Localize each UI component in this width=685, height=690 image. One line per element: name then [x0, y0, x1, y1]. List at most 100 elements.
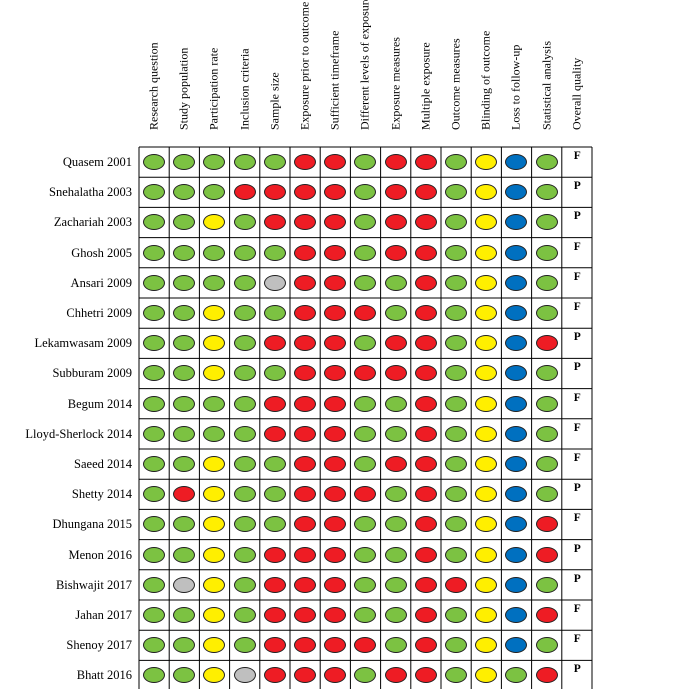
- rating-cell: [260, 328, 290, 358]
- rating-dot: [505, 274, 528, 291]
- rating-cell: [471, 479, 501, 509]
- rating-cell: [381, 570, 411, 600]
- rating-dot: [233, 214, 256, 231]
- rating-dot: [384, 365, 407, 382]
- rating-dot: [414, 395, 437, 412]
- rating-dot: [414, 456, 437, 472]
- rating-cell: [199, 207, 229, 237]
- rating-cell: [169, 570, 199, 600]
- rating-cell: [471, 358, 501, 388]
- rating-dot: [445, 516, 467, 533]
- rating-dot: [384, 637, 407, 654]
- rating-dot: [173, 305, 196, 321]
- rating-dot: [203, 184, 226, 201]
- rating-dot: [414, 637, 437, 654]
- rating-dot: [324, 365, 347, 382]
- rating-dot: [173, 335, 196, 352]
- rating-dot: [263, 546, 286, 563]
- rating-dot: [263, 154, 286, 170]
- rating-cell: [532, 268, 562, 298]
- overall-quality-rating: F: [573, 391, 581, 404]
- rating-dot: [505, 456, 528, 472]
- overall-quality-rating: P: [573, 331, 581, 344]
- rating-dot: [354, 395, 377, 412]
- rating-cell: [411, 147, 441, 177]
- rating-dot: [233, 365, 256, 382]
- rating-cell: [350, 298, 380, 328]
- rating-dot: [173, 667, 196, 684]
- overall-quality-rating: F: [573, 301, 581, 313]
- rating-dot: [475, 546, 498, 563]
- rating-cell: [350, 358, 380, 388]
- rating-dot: [263, 184, 286, 201]
- rating-dot: [475, 395, 498, 412]
- rating-dot: [354, 274, 377, 291]
- rating-dot: [384, 516, 407, 533]
- column-header: Different levels of exposure: [350, 0, 380, 145]
- overall-quality-rating: P: [573, 542, 581, 555]
- rating-dot: [143, 607, 165, 623]
- rating-dot: [324, 425, 347, 442]
- rating-dot: [203, 546, 226, 563]
- rating-cell: [381, 298, 411, 328]
- rating-dot: [233, 637, 256, 654]
- rating-dot: [294, 395, 316, 412]
- rating-cell: [441, 449, 471, 479]
- rating-cell: [532, 509, 562, 539]
- study-label: Begum 2014: [67, 396, 132, 411]
- rating-cell: [320, 509, 350, 539]
- rating-cell: [320, 328, 350, 358]
- rating-dot: [294, 425, 316, 442]
- rating-cell: [169, 600, 199, 630]
- rating-dot: [173, 546, 196, 563]
- rating-cell: [441, 147, 471, 177]
- rating-dot: [143, 365, 165, 382]
- column-header-label: Study population: [176, 47, 191, 130]
- rating-cell: [199, 600, 229, 630]
- rating-cell: [381, 479, 411, 509]
- rating-dot: [263, 365, 286, 382]
- column-header-label: Inclusion criteria: [237, 48, 252, 130]
- rating-cell: [381, 509, 411, 539]
- rating-dot: [505, 184, 528, 201]
- rating-dot: [143, 274, 165, 291]
- rating-cell: [290, 268, 320, 298]
- rating-cell: [230, 449, 260, 479]
- rating-dot: [294, 154, 316, 170]
- overall-quality-rating: F: [573, 421, 581, 434]
- rating-cell: [411, 660, 441, 690]
- rating-dot: [445, 667, 467, 684]
- rating-cell: [381, 630, 411, 660]
- rating-dot: [445, 274, 467, 291]
- rating-dot: [173, 456, 196, 472]
- rating-dot: [324, 184, 347, 201]
- rating-dot: [324, 576, 347, 593]
- rating-dot: [505, 486, 528, 503]
- rating-dot: [354, 486, 377, 503]
- rating-cell: [290, 570, 320, 600]
- rating-cell: [471, 328, 501, 358]
- rating-cell: [471, 268, 501, 298]
- column-header-label: Research question: [146, 42, 161, 130]
- rating-cell: [350, 540, 380, 570]
- rating-dot: [203, 335, 226, 352]
- rating-cell: [260, 570, 290, 600]
- rating-cell: [320, 358, 350, 388]
- rating-dot: [324, 244, 347, 261]
- rating-cell: [501, 358, 531, 388]
- rating-dot: [505, 365, 528, 382]
- rating-cell: [320, 147, 350, 177]
- rating-cell: [260, 147, 290, 177]
- rating-dot: [233, 154, 256, 170]
- rating-dot: [445, 546, 467, 563]
- rating-cell: [139, 358, 169, 388]
- rating-dot: [173, 486, 196, 503]
- rating-cell: [441, 207, 471, 237]
- rating-dot: [173, 576, 196, 593]
- rating-dot: [263, 667, 286, 684]
- rating-cell: [169, 298, 199, 328]
- rating-cell: [320, 449, 350, 479]
- rating-dot: [384, 274, 407, 291]
- rating-cell: [532, 177, 562, 207]
- rating-dot: [414, 576, 437, 593]
